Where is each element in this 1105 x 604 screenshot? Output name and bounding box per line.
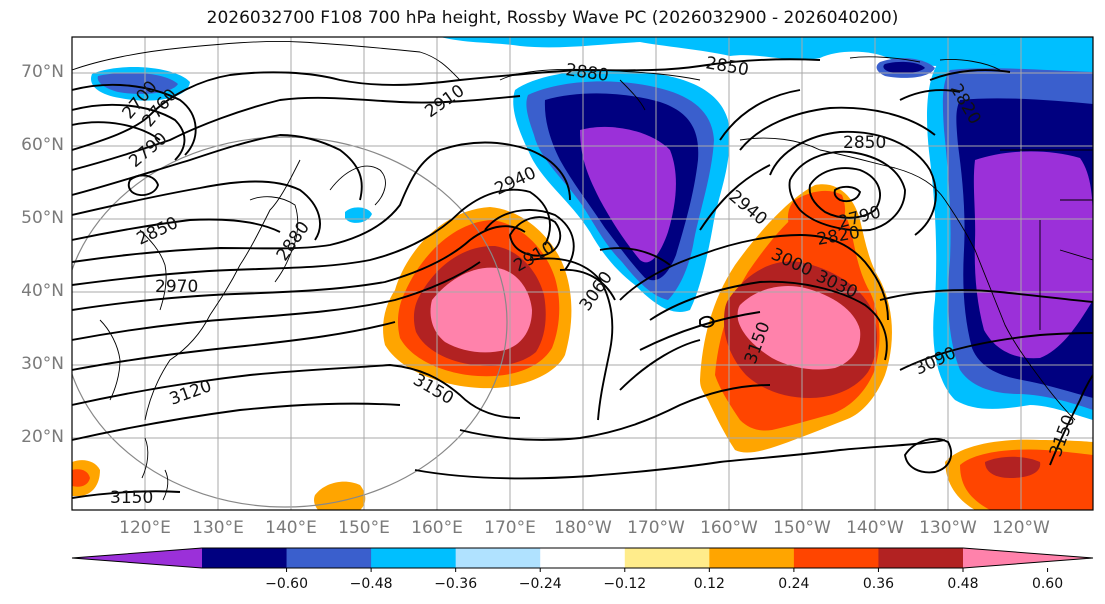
colorbar	[71, 547, 1094, 572]
colorbar-segment	[878, 548, 964, 568]
lat-label-30n: 30°N	[21, 354, 64, 374]
lon-label: 140°W	[846, 518, 904, 538]
lon-label: 130°W	[919, 518, 977, 538]
lon-label: 160°E	[411, 518, 463, 538]
shaded-anomaly-fields: 2880 2850 2910 2790 2760 2700 2850 2940 …	[72, 37, 1093, 510]
map-title: 2026032700 F108 700 hPa height, Rossby W…	[206, 8, 899, 28]
great-circle-ring	[72, 136, 508, 508]
colorbar-segment	[540, 548, 626, 568]
map-frame	[71, 36, 1094, 511]
lon-label: 160°W	[700, 518, 758, 538]
contour-label: 2850	[843, 133, 886, 153]
lat-label-50n: 50°N	[21, 208, 64, 228]
lon-label: 120°E	[119, 518, 171, 538]
colorbar-segment	[286, 548, 372, 568]
colorbar-extend-min	[72, 548, 202, 568]
colorbar-segment	[371, 548, 457, 568]
colorbar-tick-label: 0.12	[693, 576, 725, 592]
colorbar-extend-max	[963, 548, 1093, 568]
contour-label: 2970	[155, 277, 198, 297]
lat-label-70n: 70°N	[21, 62, 64, 82]
colorbar-segment	[455, 548, 541, 568]
contour-label: 3150	[110, 488, 153, 508]
lon-label: 150°W	[773, 518, 831, 538]
colorbar-segment	[709, 548, 795, 568]
colorbar-tick-label: 0.36	[862, 576, 895, 592]
colorbar-tick-label: −0.48	[349, 576, 393, 592]
lon-label: 170°W	[627, 518, 685, 538]
lon-label: 180°W	[554, 518, 612, 538]
colorbar-segment	[202, 548, 288, 568]
lat-label-60n: 60°N	[21, 135, 64, 155]
lon-label: 170°E	[484, 518, 536, 538]
lon-label: 140°E	[265, 518, 317, 538]
colorbar-tick-label: −0.60	[265, 576, 308, 592]
colorbar-tick-label: −0.24	[518, 576, 562, 592]
lon-label: 150°E	[338, 518, 390, 538]
lon-label: 120°W	[992, 518, 1050, 538]
lon-label: 130°E	[192, 518, 244, 538]
height-contours	[72, 58, 1093, 499]
colorbar-tick-label: 0.24	[778, 576, 810, 592]
colorbar-tick-label: −0.36	[434, 576, 478, 592]
colorbar-segment	[624, 548, 710, 568]
negative-anomaly-north-band	[440, 37, 1093, 67]
colorbar-outline	[71, 547, 1094, 569]
colorbar-tick-label: 0.48	[947, 576, 979, 592]
colorbar-tick-label: −0.12	[603, 576, 647, 592]
lat-label-40n: 40°N	[21, 281, 64, 301]
colorbar-segment	[793, 548, 879, 568]
lat-label-20n: 20°N	[21, 427, 64, 447]
colorbar-tick-label: 0.60	[1031, 576, 1064, 592]
